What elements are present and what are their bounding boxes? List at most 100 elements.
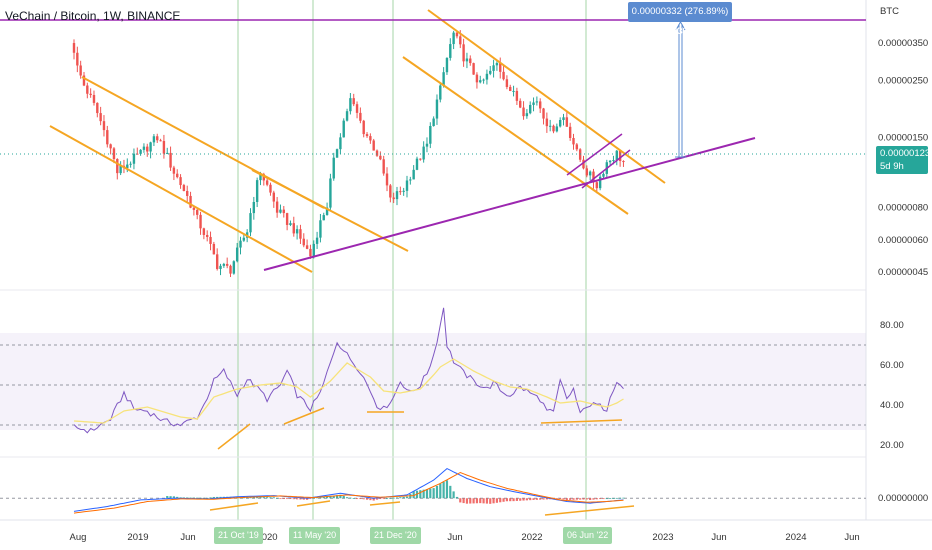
candle-body <box>342 120 345 138</box>
macd-histogram-bar <box>389 497 392 499</box>
candle <box>319 213 322 243</box>
candle <box>449 38 452 61</box>
macd-pane <box>0 468 866 514</box>
candle-body <box>309 248 312 257</box>
macd-histogram-bar <box>186 497 189 499</box>
candle <box>389 183 392 203</box>
chart-title: VeChain / Bitcoin, 1W, BINANCE <box>5 9 181 23</box>
candle-body <box>462 44 465 62</box>
candle-body <box>472 63 475 75</box>
macd-histogram-bar <box>329 495 332 499</box>
candle-body <box>199 214 202 229</box>
macd-histogram-bar <box>555 498 558 500</box>
candle-body <box>146 146 149 152</box>
candle-body <box>159 140 162 142</box>
macd-histogram-bar <box>545 498 548 500</box>
candle-body <box>365 134 369 137</box>
candle <box>522 101 525 120</box>
macd-histogram-bar <box>172 496 175 499</box>
macd-histogram-bar <box>335 495 339 499</box>
macd-histogram-bar <box>372 498 375 501</box>
candle-body <box>242 237 246 241</box>
candle <box>568 122 572 141</box>
macd-histogram-bar <box>475 498 479 504</box>
candle <box>339 133 342 154</box>
candle <box>362 119 365 138</box>
candle-body <box>588 171 592 176</box>
candle <box>116 158 119 180</box>
macd-histogram-bar <box>179 497 182 499</box>
candle <box>419 158 422 161</box>
candle-body <box>92 95 96 103</box>
macd-histogram-bar <box>572 498 575 500</box>
macd-histogram-bar <box>509 498 512 502</box>
candle-body <box>432 118 435 127</box>
candle <box>615 149 618 166</box>
candle <box>292 216 295 237</box>
candle-body <box>265 180 269 185</box>
candle <box>429 122 432 149</box>
candle <box>109 143 112 155</box>
candle <box>519 98 522 109</box>
macd-histogram-bar <box>599 498 602 500</box>
candle-body <box>492 65 495 71</box>
macd-histogram-bar <box>542 498 545 500</box>
candle <box>532 97 535 112</box>
candle-body <box>109 144 112 149</box>
macd-histogram-bar <box>592 498 595 500</box>
macd-histogram-bar <box>515 498 518 501</box>
signal-line <box>73 471 624 514</box>
candle <box>499 57 502 79</box>
macd-histogram-bar <box>279 498 282 500</box>
macd-line <box>73 468 624 512</box>
candle <box>129 161 132 168</box>
candle-body <box>512 90 515 92</box>
candle <box>269 182 272 196</box>
candle <box>529 101 532 115</box>
candle-body <box>455 32 459 37</box>
candle-body <box>615 150 618 161</box>
candle-body <box>166 152 169 154</box>
candle <box>539 98 542 113</box>
candle <box>432 116 435 127</box>
candle <box>542 107 545 125</box>
price-tick-0: 0.00000350 <box>878 38 928 49</box>
macd-histogram-bar <box>482 498 485 504</box>
candle-body <box>302 238 305 246</box>
last-price-value: 0.00000123 <box>880 148 931 159</box>
candle <box>359 107 362 124</box>
candle <box>335 148 339 158</box>
macd-histogram-bar <box>272 497 275 499</box>
macd-histogram-bar <box>385 498 389 500</box>
candle <box>72 39 76 60</box>
candle <box>469 55 472 66</box>
candle <box>239 236 242 255</box>
candle-body <box>325 207 329 216</box>
macd-histogram-bar <box>382 498 385 500</box>
candle <box>395 186 399 206</box>
candle <box>472 62 475 75</box>
price-tick-5: 0.00000045 <box>878 267 928 278</box>
candle-body <box>612 160 615 162</box>
candle <box>92 90 96 106</box>
candle-body <box>355 104 359 113</box>
candle-body <box>402 190 405 192</box>
trend-drawings <box>0 9 866 516</box>
price-tick-2: 0.00000150 <box>878 133 928 144</box>
candle <box>352 93 355 107</box>
candle <box>482 78 485 84</box>
candle-body <box>335 149 339 158</box>
candle-body <box>142 146 146 150</box>
candle <box>232 260 236 275</box>
macd-histogram-bar <box>429 488 432 499</box>
candle-body <box>598 176 602 189</box>
rsi-line <box>73 307 624 434</box>
candle-body <box>425 143 429 147</box>
candle-body <box>72 43 76 53</box>
candle <box>385 167 389 192</box>
candle-body <box>319 220 322 238</box>
candle <box>349 93 352 115</box>
candle-body <box>495 63 499 66</box>
candle <box>558 117 562 128</box>
